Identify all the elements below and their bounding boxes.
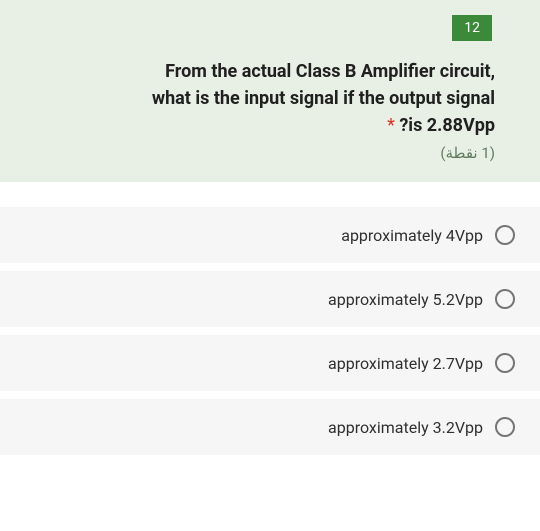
option-label: approximately 2.7Vpp [328, 354, 483, 373]
radio-icon[interactable] [495, 353, 515, 373]
question-card: 12 From the actual Class B Amplifier cir… [0, 0, 540, 182]
radio-icon[interactable] [495, 225, 515, 245]
option-row[interactable]: approximately 3.2Vpp [0, 399, 540, 455]
option-row[interactable]: approximately 4Vpp [0, 207, 540, 263]
option-label: approximately 4Vpp [341, 226, 483, 245]
radio-icon[interactable] [495, 289, 515, 309]
radio-icon[interactable] [495, 417, 515, 437]
options-container: approximately 4Vpp approximately 5.2Vpp … [0, 207, 540, 455]
question-line-3: ?is 2.88Vpp [399, 115, 495, 136]
question-number-badge: 12 [452, 15, 492, 41]
option-row[interactable]: approximately 2.7Vpp [0, 335, 540, 391]
option-row[interactable]: approximately 5.2Vpp [0, 271, 540, 327]
question-line-1: From the actual Class B Amplifier circui… [165, 61, 495, 82]
question-line-2: what is the input signal if the output s… [152, 88, 495, 109]
points-label: (1 نقطة) [25, 144, 515, 162]
required-star: * [387, 115, 395, 136]
option-label: approximately 3.2Vpp [328, 418, 483, 437]
option-label: approximately 5.2Vpp [328, 290, 483, 309]
question-text: From the actual Class B Amplifier circui… [25, 58, 515, 139]
